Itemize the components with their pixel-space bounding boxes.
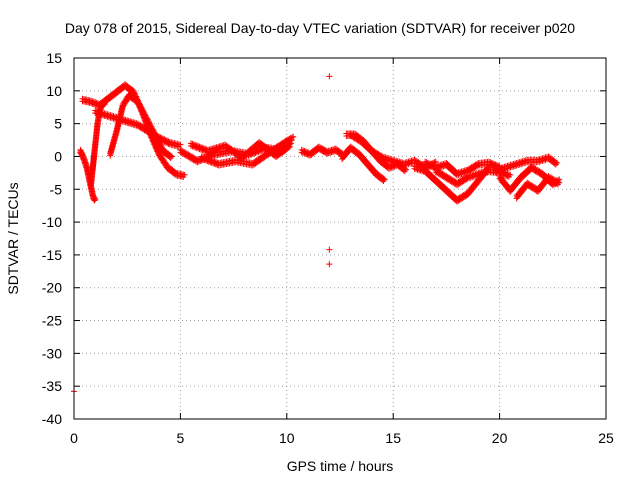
data-point xyxy=(288,136,295,143)
data-point xyxy=(387,165,394,172)
plot-frame xyxy=(73,57,607,420)
data-point xyxy=(254,149,261,156)
data-point xyxy=(326,73,333,80)
y-tick-label: 5 xyxy=(54,116,62,132)
x-tick-label: 20 xyxy=(492,430,508,446)
x-axis-label: GPS time / hours xyxy=(287,458,394,474)
data-point xyxy=(252,149,259,156)
data-point xyxy=(556,179,563,186)
data-points xyxy=(71,73,563,395)
axis-ticks xyxy=(73,57,607,420)
data-point xyxy=(282,146,289,153)
data-point xyxy=(195,158,202,165)
data-point xyxy=(283,139,290,146)
data-point xyxy=(290,133,297,140)
x-tick-label: 10 xyxy=(279,430,295,446)
y-tick-label: -10 xyxy=(42,214,62,230)
y-tick-label: 10 xyxy=(46,83,62,99)
data-point xyxy=(281,147,288,154)
x-tick-label: 15 xyxy=(385,430,401,446)
data-point xyxy=(507,171,514,178)
data-point xyxy=(326,261,333,268)
y-tick-labels: -40 -35 -30 -25 -20 -15 -10 -5 0 5 10 15 xyxy=(42,50,62,427)
data-point xyxy=(326,246,333,253)
x-tick-labels: 0 5 10 15 20 25 xyxy=(70,430,614,446)
data-point xyxy=(181,171,188,178)
chart-title: Day 078 of 2015, Sidereal Day-to-day VTE… xyxy=(65,20,575,36)
data-point xyxy=(402,166,409,173)
data-point xyxy=(256,148,263,155)
data-point xyxy=(286,138,293,145)
data-point xyxy=(177,141,184,148)
data-point xyxy=(194,159,201,166)
y-tick-label: 15 xyxy=(46,50,62,66)
data-point xyxy=(168,153,175,160)
data-point xyxy=(287,137,294,144)
data-point xyxy=(255,148,262,155)
data-point xyxy=(385,165,392,172)
x-tick-label: 0 xyxy=(70,430,78,446)
data-point xyxy=(92,196,99,203)
x-tick-label: 25 xyxy=(598,430,614,446)
data-point xyxy=(285,138,292,145)
data-point xyxy=(473,163,480,170)
y-axis-label: SDTVAR / TECUs xyxy=(5,182,21,294)
y-tick-label: -40 xyxy=(42,411,62,427)
y-tick-label: -25 xyxy=(42,313,62,329)
data-point xyxy=(554,160,561,167)
y-tick-label: 0 xyxy=(54,148,62,164)
x-tick-label: 5 xyxy=(177,430,185,446)
y-tick-label: -5 xyxy=(50,181,63,197)
y-tick-label: -30 xyxy=(42,345,62,361)
data-point xyxy=(388,164,395,171)
y-tick-label: -15 xyxy=(42,247,62,263)
data-point xyxy=(463,176,470,183)
y-tick-label: -20 xyxy=(42,280,62,296)
data-point xyxy=(91,197,98,204)
y-tick-label: -35 xyxy=(42,378,62,394)
grid xyxy=(74,58,606,419)
data-point xyxy=(381,176,388,183)
